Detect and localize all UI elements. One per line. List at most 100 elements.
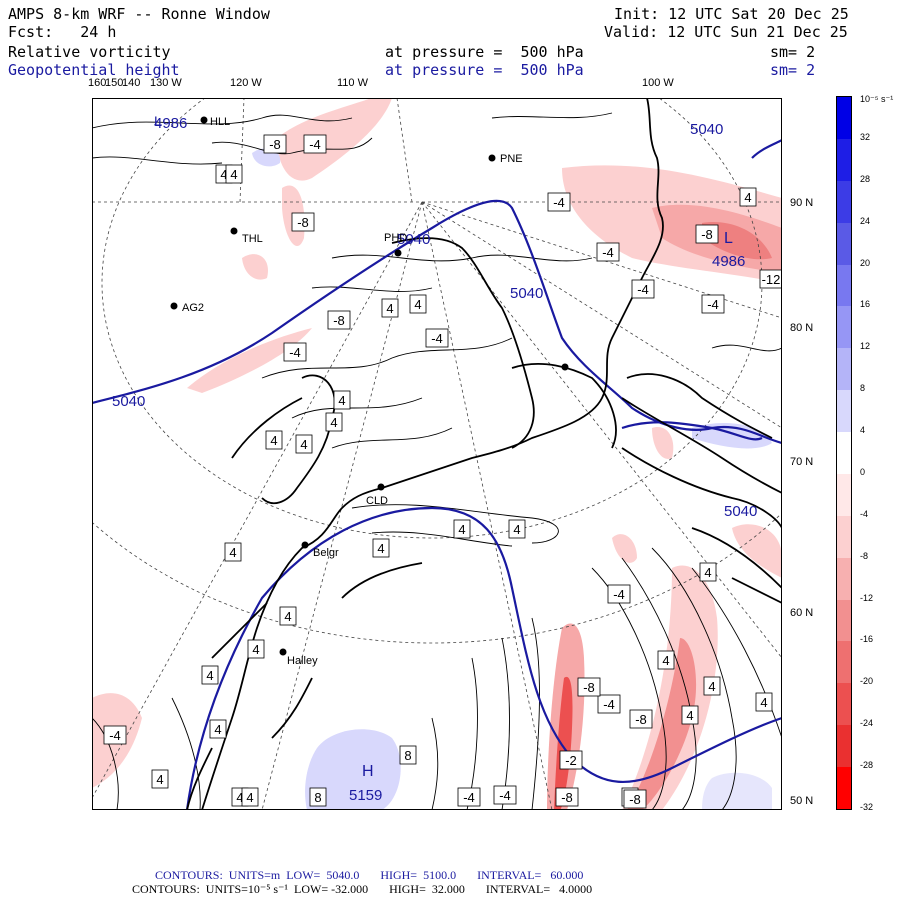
vorticity-label: 8 — [404, 748, 411, 763]
colorbar-tick-label: 20 — [860, 257, 871, 268]
vorticity-label-box — [493, 785, 517, 805]
colorbar-tick-label: 8 — [860, 383, 866, 394]
vorticity-label: 4 — [704, 565, 711, 580]
vorticity-label-box — [629, 709, 653, 729]
vorticity-label-box — [657, 650, 675, 670]
field2-pressure: at pressure = 500 hPa — [385, 61, 584, 79]
colorbar-swatch — [837, 306, 851, 349]
station-label: CLD — [366, 495, 388, 507]
colorbar-swatch — [837, 557, 851, 600]
colorbar-swatch — [837, 725, 851, 767]
vorticity-label: -12 — [762, 272, 781, 287]
station-label: Belgr — [313, 547, 339, 559]
lat-label: 90 N — [790, 197, 814, 209]
vorticity-label-box — [425, 328, 449, 348]
map-title: AMPS 8-km WRF -- Ronne Window — [8, 5, 270, 23]
vorticity-label: -4 — [707, 297, 719, 312]
vorticity-label: 4 — [662, 653, 669, 668]
vorticity-label-box — [279, 606, 297, 626]
colorbar-tick-label: -16 — [860, 634, 874, 645]
colorbar-swatch — [837, 641, 851, 684]
colorbar-swatch — [837, 683, 851, 726]
vorticity-label: 4 — [236, 790, 243, 805]
height-label: 5040 — [690, 121, 723, 138]
forecast-hour: Fcst: 24 h — [8, 23, 117, 41]
low-value: 4986 — [154, 115, 187, 132]
colorbar-swatch — [837, 473, 851, 516]
vorticity-label: -4 — [602, 245, 614, 260]
vorticity-label: 4 — [284, 609, 291, 624]
vorticity-label: -2 — [565, 753, 577, 768]
vorticity-label-box — [241, 787, 259, 807]
vorticity-labels: -8 -44 4-8-4 4-4-8-12-4-4-84 4-4-444 444 44-44… — [103, 134, 782, 809]
vorticity-label-box — [701, 294, 725, 314]
vorticity-label-box — [224, 542, 242, 562]
vorticity-label-box — [695, 224, 719, 244]
station-label: AG2 — [182, 302, 204, 314]
vorticity-label-box — [409, 294, 427, 314]
vorticity-label: 4 — [330, 415, 337, 430]
vorticity-label-box — [755, 692, 773, 712]
vorticity-label-box — [555, 787, 579, 807]
vorticity-label: -8 — [333, 313, 345, 328]
height-labels: 5040 5040 5040 5040 5040 5040 — [112, 121, 757, 520]
vorticity-label-box — [577, 677, 601, 697]
vorticity-label-box — [547, 192, 571, 212]
vorticity-label-box — [309, 787, 327, 807]
station-label: HLL — [210, 116, 230, 128]
vorticity-label: -8 — [629, 792, 641, 807]
colorbar-swatch — [837, 599, 851, 642]
vorticity-label-box — [623, 789, 647, 809]
colorbar-swatch — [837, 222, 851, 265]
vorticity-label-box — [508, 519, 526, 539]
colorbar-tick-label: 32 — [860, 131, 871, 142]
valid-time: Valid: 12 UTC Sun 21 Dec 25 — [604, 23, 848, 41]
vorticity-label-box — [372, 538, 390, 558]
height-label: 5040 — [510, 285, 543, 302]
vorticity-label-box — [453, 519, 471, 539]
vorticity-label-box — [631, 279, 655, 299]
stations: HLL PNE THL PHD AG2 CLD Belgr Halley — [170, 116, 569, 667]
vorticity-contours — [92, 112, 782, 810]
vorticity-label: 4 — [220, 167, 227, 182]
vorticity-label: 4 — [513, 522, 520, 537]
field1-smoothing: sm= 2 — [770, 43, 816, 61]
field2-smoothing: sm= 2 — [770, 61, 816, 79]
vorticity-label: 4 — [377, 541, 384, 556]
vorticity-label: 4 — [386, 301, 393, 316]
vorticity-label-box — [291, 212, 315, 232]
vorticity-label-box — [381, 298, 399, 318]
vorticity-label-box — [399, 745, 417, 765]
vorticity-label-box — [209, 719, 227, 739]
vorticity-label: 4 — [760, 695, 767, 710]
vorticity-label: 4 — [300, 437, 307, 452]
colorbar-swatch — [837, 97, 851, 139]
vorticity-label-box — [457, 787, 481, 807]
vorticity-label: -4 — [603, 697, 615, 712]
colorbar-tick-label: 0 — [860, 466, 866, 477]
colorbar-tick-label: 16 — [860, 299, 871, 310]
colorbar-tick-label: -12 — [860, 592, 874, 603]
vorticity-label: 4 — [744, 190, 751, 205]
vorticity-label-box — [325, 412, 343, 432]
vorticity-label-box — [225, 164, 243, 184]
vorticity-label: 4 — [708, 679, 715, 694]
vorticity-label-box — [327, 310, 351, 330]
vorticity-label-box — [283, 342, 307, 362]
vorticity-label: 4 — [246, 790, 253, 805]
colorbar-swatch — [837, 432, 851, 474]
colorbar-swatch — [837, 515, 851, 558]
colorbar-tick-label: -8 — [860, 550, 869, 561]
colorbar-swatch — [837, 390, 851, 432]
low-value: 4986 — [712, 253, 745, 270]
lat-label: 60 N — [790, 607, 814, 619]
map-panel: L 4986 L 4986 H 5159 5040 5040 5040 5040… — [92, 98, 782, 810]
vorticity-label-box — [703, 676, 721, 696]
colorbar-tick-label: -32 — [860, 802, 874, 812]
vorticity-label-box — [699, 562, 717, 582]
colorbar-tick-label: -24 — [860, 718, 874, 729]
vorticity-label-box — [265, 430, 283, 450]
colorbar-tick-label: 12 — [860, 341, 871, 352]
lat-label: 50 N — [790, 795, 814, 807]
colorbar-swatch — [837, 348, 851, 391]
